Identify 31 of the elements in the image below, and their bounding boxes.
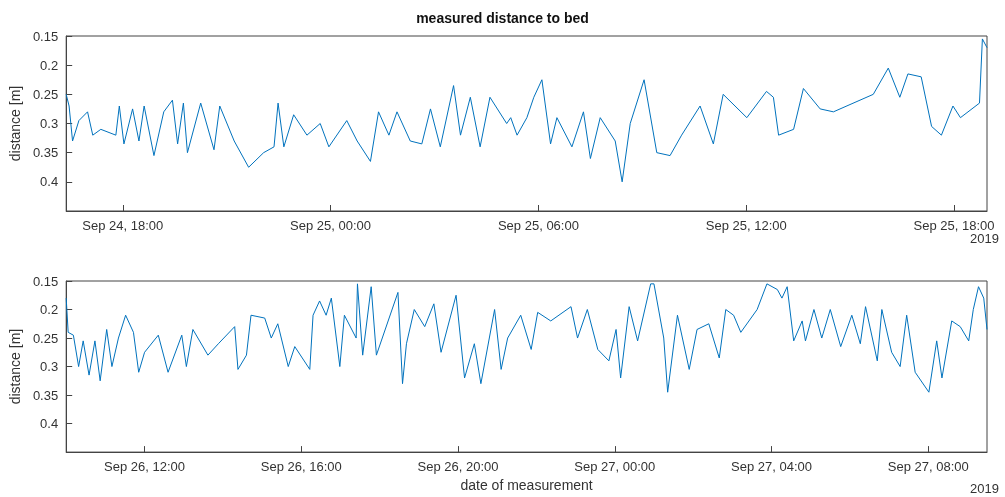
y-tick-label: 0.35 [32, 145, 59, 161]
y-tick-label: 0.25 [32, 86, 59, 102]
y-tick-label: 0.3 [40, 359, 59, 375]
line-series [65, 283, 988, 393]
x-tick-label: Sep 25, 12:00 [705, 218, 787, 233]
y-tick-label: 0.2 [40, 57, 59, 73]
y-tick-label: 0.15 [32, 273, 59, 289]
x-tick-label: Sep 26, 12:00 [104, 459, 186, 475]
y-axis-title: distance [m] [7, 85, 23, 162]
x-axis-title: date of measurement [460, 477, 593, 493]
text: 2019 [970, 231, 999, 246]
text: 2019 [970, 481, 999, 496]
y-tick-label: 0.4 [40, 416, 59, 432]
x-tick-label: Sep 26, 16:00 [260, 459, 342, 475]
x-tick-label: Sep 25, 18:00 [913, 218, 995, 233]
y-tick-label: 0.2 [40, 302, 59, 318]
x-tick-label: Sep 24, 18:00 [82, 218, 164, 233]
chart-title: measured distance to bed [416, 10, 589, 26]
y-tick-label: 0.4 [40, 174, 59, 190]
y-tick-label: 0.3 [40, 116, 59, 131]
y-tick-label: 0.35 [32, 387, 59, 403]
y-axis-title: distance [m] [7, 328, 23, 405]
line-series [65, 38, 988, 183]
x-tick-label: Sep 27, 04:00 [731, 459, 812, 475]
x-tick-label: Sep 27, 00:00 [574, 459, 656, 475]
x-tick-label: Sep 25, 00:00 [290, 218, 372, 233]
x-tick-label: Sep 26, 20:00 [417, 459, 499, 475]
y-tick-label: 0.25 [32, 330, 59, 346]
y-tick-label: 0.15 [32, 28, 59, 44]
x-tick-label: Sep 27, 08:00 [887, 459, 969, 475]
x-tick-label: Sep 25, 06:00 [497, 218, 579, 233]
